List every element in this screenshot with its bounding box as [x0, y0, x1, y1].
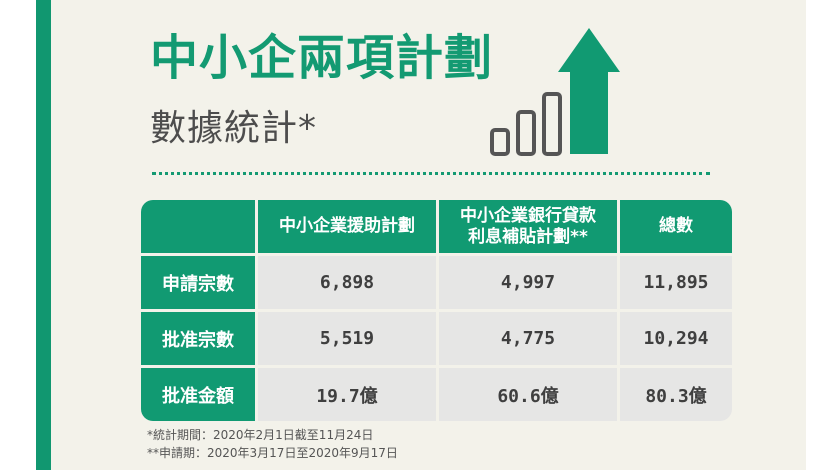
bar-3-icon	[542, 92, 562, 156]
table-cell: 80.3億	[620, 368, 732, 421]
table-cell: 19.7億	[258, 368, 436, 421]
table-cell: 11,895	[620, 256, 732, 309]
column-header-total: 總數	[620, 200, 732, 253]
statistics-table: 中小企業援助計劃 中小企業銀行貸款 利息補貼計劃** 總數 申請宗數 6,898…	[141, 200, 732, 421]
up-arrow-icon	[558, 28, 620, 154]
column-header-sme-loan-subsidy: 中小企業銀行貸款 利息補貼計劃**	[439, 200, 617, 253]
table-cell: 6,898	[258, 256, 436, 309]
rising-bar-chart-arrow-icon	[490, 28, 620, 156]
table-cell: 4,997	[439, 256, 617, 309]
table-cell: 60.6億	[439, 368, 617, 421]
table-corner-cell	[141, 200, 255, 253]
table-cell: 4,775	[439, 312, 617, 365]
row-header-applications: 申請宗數	[141, 256, 255, 309]
row-header-approved-cases: 批准宗數	[141, 312, 255, 365]
column-header-line-2: 利息補貼計劃**	[468, 226, 588, 247]
bar-1-icon	[490, 128, 510, 156]
bar-2-icon	[516, 110, 536, 156]
footnote-statistics-period: *統計期間：2020年2月1日截至11月24日	[147, 428, 374, 442]
page-subtitle: 數據統計*	[150, 108, 318, 149]
footnotes: *統計期間：2020年2月1日截至11月24日 **申請期：2020年3月17日…	[147, 426, 398, 462]
dotted-divider	[152, 172, 710, 175]
column-header-line-1: 中小企業銀行貸款	[460, 206, 596, 227]
column-header-sme-assistance: 中小企業援助計劃	[258, 200, 436, 253]
footnote-application-period: **申請期：2020年3月17日至2020年9月17日	[147, 446, 398, 460]
accent-bar	[36, 0, 51, 470]
page-title: 中小企兩項計劃	[150, 30, 494, 86]
table-cell: 5,519	[258, 312, 436, 365]
table-cell: 10,294	[620, 312, 732, 365]
row-header-approved-amount: 批准金額	[141, 368, 255, 421]
